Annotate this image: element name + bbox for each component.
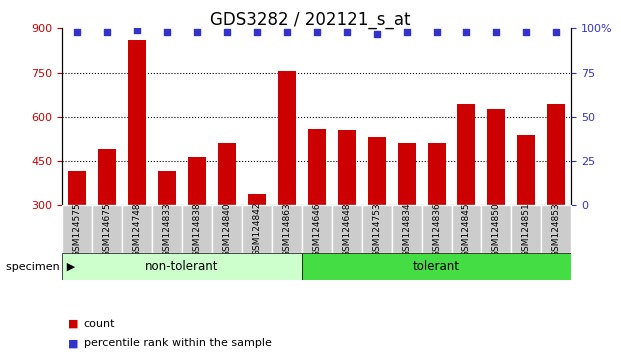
Text: GSM124834: GSM124834 xyxy=(402,202,411,257)
Bar xyxy=(158,171,176,294)
Point xyxy=(522,29,532,35)
Bar xyxy=(62,205,92,253)
Bar xyxy=(487,109,505,294)
Text: GSM124838: GSM124838 xyxy=(193,202,201,257)
Bar xyxy=(218,143,236,294)
Text: count: count xyxy=(84,319,116,329)
Bar xyxy=(451,205,481,253)
Bar xyxy=(542,205,571,253)
Bar xyxy=(361,205,392,253)
Point xyxy=(371,31,381,36)
Bar xyxy=(517,135,535,294)
Text: GSM124575: GSM124575 xyxy=(73,202,81,257)
Point xyxy=(72,29,82,35)
Bar xyxy=(62,253,302,280)
Text: GSM124748: GSM124748 xyxy=(132,202,142,257)
Bar xyxy=(368,137,386,294)
Bar xyxy=(248,194,266,294)
Bar xyxy=(278,71,296,294)
Text: non-tolerant: non-tolerant xyxy=(145,260,219,273)
Text: GSM124833: GSM124833 xyxy=(163,202,171,257)
Point xyxy=(432,29,442,35)
Bar xyxy=(392,205,422,253)
Text: GSM124853: GSM124853 xyxy=(552,202,561,257)
Text: GSM124850: GSM124850 xyxy=(492,202,501,257)
Text: specimen  ▶: specimen ▶ xyxy=(6,262,76,272)
Text: GSM124646: GSM124646 xyxy=(312,202,321,257)
Bar xyxy=(92,205,122,253)
Bar xyxy=(512,205,542,253)
Point xyxy=(192,29,202,35)
Point xyxy=(402,29,412,35)
Text: ■: ■ xyxy=(68,319,79,329)
Point xyxy=(252,29,262,35)
Bar xyxy=(308,129,325,294)
Bar xyxy=(272,205,302,253)
Bar xyxy=(98,149,116,294)
Bar xyxy=(302,205,332,253)
Bar xyxy=(547,104,565,294)
Point xyxy=(312,29,322,35)
Point xyxy=(461,29,471,35)
Text: GSM124648: GSM124648 xyxy=(342,202,351,257)
Bar xyxy=(481,205,512,253)
Bar xyxy=(427,143,445,294)
Bar xyxy=(397,143,415,294)
Text: percentile rank within the sample: percentile rank within the sample xyxy=(84,338,272,348)
Point xyxy=(162,29,172,35)
Bar xyxy=(302,253,571,280)
Bar xyxy=(212,205,242,253)
Point xyxy=(551,29,561,35)
Text: GSM124675: GSM124675 xyxy=(102,202,112,257)
Text: GSM124753: GSM124753 xyxy=(372,202,381,257)
Bar xyxy=(458,104,476,294)
Bar xyxy=(332,205,361,253)
Bar xyxy=(338,130,356,294)
Text: GSM124840: GSM124840 xyxy=(222,202,232,257)
Point xyxy=(222,29,232,35)
Text: GSM124845: GSM124845 xyxy=(462,202,471,257)
Point xyxy=(342,29,351,35)
Bar xyxy=(128,40,146,294)
Bar xyxy=(422,205,451,253)
Text: GSM124863: GSM124863 xyxy=(283,202,291,257)
Bar xyxy=(152,205,182,253)
Text: ■: ■ xyxy=(68,338,79,348)
Point xyxy=(491,29,501,35)
Point xyxy=(102,29,112,35)
Text: GSM124836: GSM124836 xyxy=(432,202,441,257)
Bar xyxy=(182,205,212,253)
Text: GDS3282 / 202121_s_at: GDS3282 / 202121_s_at xyxy=(211,11,410,29)
Bar xyxy=(68,171,86,294)
Text: tolerant: tolerant xyxy=(413,260,460,273)
Point xyxy=(282,29,292,35)
Bar xyxy=(122,205,152,253)
Point xyxy=(132,27,142,33)
Text: GSM124851: GSM124851 xyxy=(522,202,531,257)
Text: GSM124842: GSM124842 xyxy=(252,202,261,256)
Bar xyxy=(242,205,272,253)
Bar xyxy=(188,156,206,294)
